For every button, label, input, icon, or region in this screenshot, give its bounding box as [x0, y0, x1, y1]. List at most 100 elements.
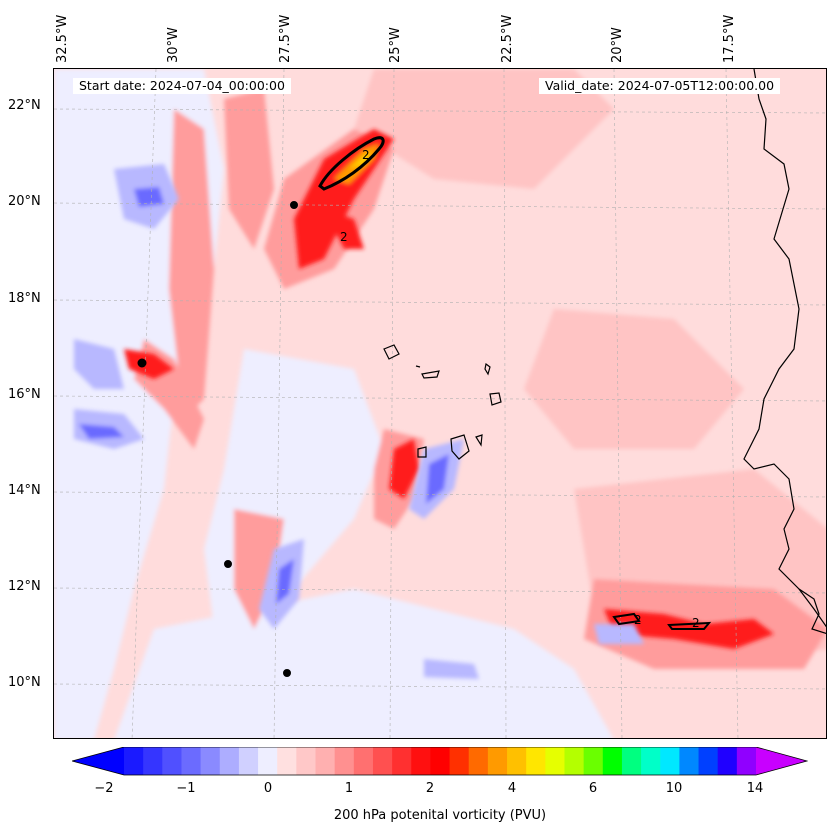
- colorbar-tick-2: 0: [263, 781, 273, 796]
- lat-label-1: 20°N: [8, 194, 41, 209]
- colorbar-segment-16: [411, 747, 431, 775]
- colorbar-segment-32: [717, 747, 738, 775]
- colorbar-segment-26: [602, 747, 623, 775]
- colorbar-segment-5: [200, 747, 221, 775]
- field-blue-core-southwest: [276, 559, 294, 604]
- contour-label-southeast: 2: [634, 613, 642, 627]
- field-blue-patch-southeast: [594, 624, 644, 644]
- pv-2-contour-southeast: [612, 612, 712, 630]
- colorbar-tick-5: 4: [507, 781, 517, 796]
- field-red-streak-northwest: [224, 89, 274, 249]
- colorbar-segment-14: [372, 747, 393, 775]
- lon-label-1: 30°W: [166, 27, 181, 63]
- colorbar-segment-12: [334, 747, 355, 775]
- field-red-streak-west: [169, 109, 214, 419]
- colorbar-segment-33: [736, 747, 757, 775]
- colorbar-segment-8: [258, 747, 278, 775]
- field-deep-red-north2: [324, 209, 364, 249]
- colorbar-segment-18: [449, 747, 470, 775]
- colorbar-min-arrow: [72, 747, 124, 775]
- colorbar-segment-13: [353, 747, 374, 775]
- field-light-pink-north: [354, 69, 614, 189]
- island-sao-nicolau: [421, 370, 440, 379]
- field-red-southwest: [234, 509, 284, 629]
- grid-lon-25w: [389, 69, 395, 738]
- field-deep-red-west: [124, 349, 174, 379]
- field-blue-core-center: [426, 454, 449, 504]
- colorbar-tick-8: 14: [746, 781, 764, 796]
- colorbar-segment-21: [507, 747, 527, 775]
- island-santo-antao: [383, 344, 400, 360]
- lon-label-6: 17.5°W: [722, 14, 737, 63]
- lon-label-0: 32.5°W: [55, 14, 70, 63]
- colorbar-tick-1: −1: [176, 781, 196, 796]
- colorbar-segment-23: [545, 747, 565, 775]
- island-sao-vicente: [415, 365, 421, 368]
- colorbar-segment-4: [181, 747, 202, 775]
- colorbar-tick-4: 2: [425, 781, 435, 796]
- colorbar-segment-29: [660, 747, 680, 775]
- start-date-label: Start date: 2024-07-04_00:00:00: [73, 78, 291, 94]
- contour-label-north2: 2: [340, 230, 348, 244]
- grid-lon-27-5w: [273, 69, 285, 738]
- colorbar-segment-6: [219, 747, 240, 775]
- contour-label-southeast2: 2: [692, 616, 700, 630]
- lat-label-5: 12°N: [8, 579, 41, 594]
- field-pale-blue-south: [114, 589, 613, 738]
- pv-colorbar: [72, 747, 808, 776]
- potential-vorticity-map: 2 2 2 2: [54, 69, 826, 738]
- colorbar-outline: [72, 747, 808, 776]
- lat-label-3: 16°N: [8, 387, 41, 402]
- colorbar-tick-0: −2: [94, 781, 114, 796]
- colorbar-segment-2: [143, 747, 163, 775]
- contour-label-north: 2: [362, 148, 370, 162]
- map-panel: 2 2 2 2: [53, 68, 827, 739]
- colorbar-segment-22: [526, 747, 546, 775]
- colorbar-label: 200 hPa potenital vorticity (PVU): [333, 808, 547, 823]
- lon-label-5: 20°W: [610, 27, 625, 63]
- colorbar-segment-20: [487, 747, 508, 775]
- lon-label-3: 25°W: [388, 27, 403, 63]
- lat-label-6: 10°N: [8, 675, 41, 690]
- field-blue-patch-south: [424, 659, 479, 679]
- colorbar-segment-17: [430, 747, 451, 775]
- grid-lon-17-5w: [725, 69, 739, 738]
- colorbar-segment-28: [641, 747, 661, 775]
- colorbar-segment-3: [162, 747, 182, 775]
- colorbar-segment-30: [679, 747, 700, 775]
- colorbar-tick-7: 10: [665, 781, 683, 796]
- grid-lon-22-5w: [503, 69, 507, 738]
- island-sal: [484, 362, 491, 376]
- colorbar-tick-3: 1: [344, 781, 354, 796]
- colorbar-segment-27: [621, 747, 642, 775]
- grid-lon-20w: [613, 69, 623, 738]
- colorbar-tick-6: 6: [588, 781, 598, 796]
- colorbar-segment-15: [392, 747, 412, 775]
- colorbar-segment-31: [698, 747, 719, 775]
- colorbar-segment-11: [315, 747, 336, 775]
- colorbar-max-arrow: [756, 747, 807, 775]
- grid-lon-30w: [131, 69, 157, 738]
- island-santiago: [450, 434, 470, 460]
- island-boa-vista: [489, 392, 502, 406]
- lon-label-4: 22.5°W: [500, 14, 515, 63]
- pv-2-contour-dot-north: [290, 201, 298, 209]
- colorbar-segment-24: [564, 747, 585, 775]
- island-maio: [475, 434, 483, 447]
- lat-label-2: 18°N: [8, 291, 41, 306]
- lat-label-0: 22°N: [8, 98, 41, 113]
- pv-2-contour-dot-mid: [224, 560, 232, 568]
- colorbar-segment-9: [277, 747, 297, 775]
- pv-2-contour-dot-southwest: [283, 669, 291, 677]
- field-deep-red-center: [389, 439, 419, 499]
- colorbar-segment-7: [238, 747, 259, 775]
- colorbar-segment-1: [124, 747, 144, 775]
- pv-2-contour-north: [318, 136, 385, 191]
- field-blue-core-northwest: [134, 187, 164, 207]
- coastline-guinea-bissau: [798, 588, 826, 635]
- valid-date-label: Valid_date: 2024-07-05T12:00:00.00: [539, 78, 781, 94]
- colorbar-segment-25: [583, 747, 604, 775]
- colorbar-segment-19: [468, 747, 489, 775]
- lat-label-4: 14°N: [8, 483, 41, 498]
- pv-2-contour-dot-west: [137, 358, 147, 368]
